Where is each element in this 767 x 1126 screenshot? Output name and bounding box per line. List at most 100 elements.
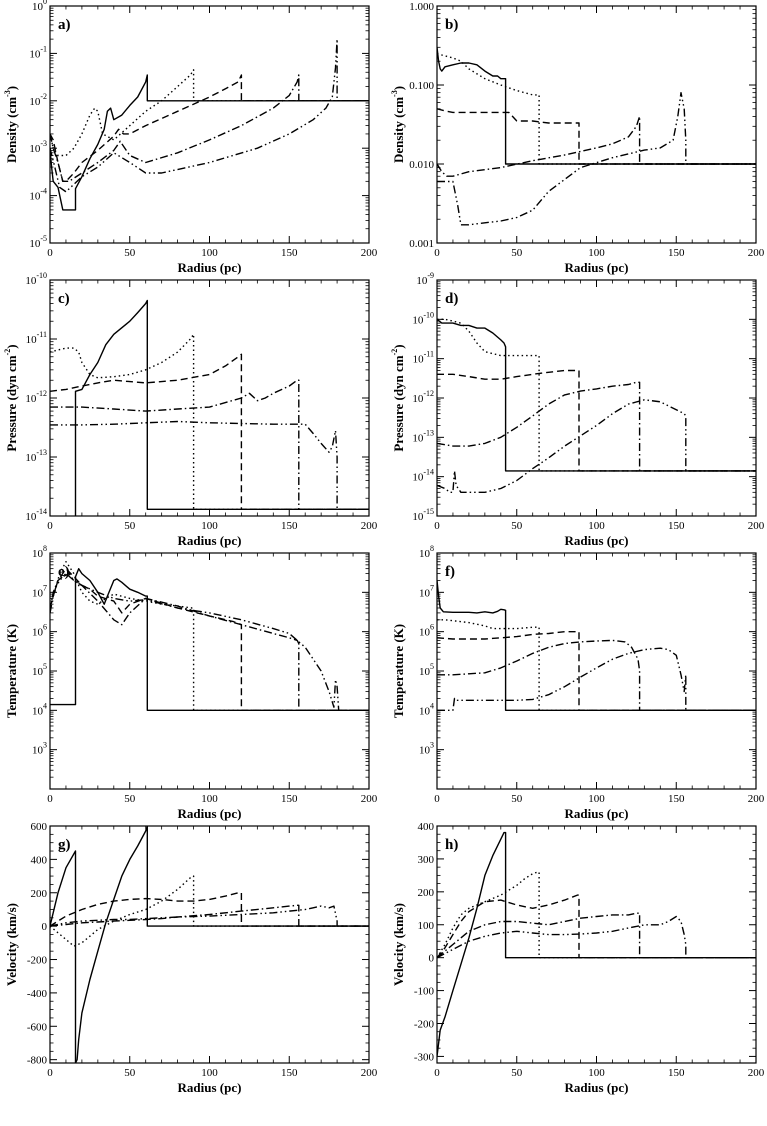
y-tick-label: 10-13: [412, 428, 434, 444]
x-tick-label: 150: [668, 1067, 685, 1079]
x-tick-label: 0: [47, 793, 53, 805]
y-axis-label: Velocity (km/s): [391, 903, 406, 986]
x-tick-label: 0: [434, 247, 440, 259]
y-tick-label: 108: [32, 544, 47, 560]
series-line-dashdotdot: [437, 915, 756, 959]
series-line-dashdotdot: [50, 38, 369, 193]
plot-frame: [49, 5, 370, 244]
y-tick-label: 1.000: [409, 1, 434, 13]
x-tick-label: 50: [124, 247, 136, 259]
x-tick-label: 100: [588, 1067, 605, 1079]
x-tick-label: 200: [361, 520, 378, 532]
y-tick-label: 10-10: [412, 310, 434, 326]
series-line-dashed: [50, 892, 369, 927]
series-line-dashed: [437, 108, 756, 165]
panel-label: f): [445, 564, 455, 580]
x-tick-label: 150: [281, 520, 298, 532]
x-axis-label: Radius (pc): [565, 533, 629, 548]
series-line-solid: [74, 299, 369, 516]
x-tick-label: 150: [668, 793, 685, 805]
y-tick-label: -200: [27, 955, 48, 967]
plot-frame: [436, 5, 757, 244]
x-tick-label: 0: [47, 247, 53, 259]
y-tick-label: 10-15: [412, 507, 434, 523]
x-axis-label: Radius (pc): [178, 533, 242, 548]
series-line-solid: [437, 831, 756, 1057]
x-tick-label: 0: [47, 1067, 53, 1079]
x-tick-label: 200: [361, 793, 378, 805]
series-line-dashdot: [50, 379, 369, 510]
y-tick-label: 10-13: [25, 448, 47, 464]
series-line-solid: [50, 568, 369, 711]
panel-g: 0 50 100 150 200 -800 -600 -400 -200 0 200 400 600 Ra…: [4, 821, 378, 1095]
series-group: [437, 831, 756, 1057]
series-line-dashdotdot: [437, 91, 756, 226]
series-line-dashdot: [437, 115, 756, 177]
y-axis-label: Pressure (dyn cm-2): [3, 344, 19, 451]
panel-label: g): [58, 837, 71, 853]
series-line-solid: [50, 826, 369, 1063]
series-line-dotted: [437, 52, 756, 165]
y-tick-label: 10-11: [26, 330, 47, 346]
x-tick-label: 100: [201, 247, 218, 259]
y-tick-label: -400: [27, 988, 48, 1000]
series-group: [437, 318, 756, 493]
x-tick-label: 150: [281, 247, 298, 259]
x-tick-label: 200: [361, 247, 378, 259]
series-line-dashdotdot: [437, 399, 756, 493]
panel-label: a): [58, 17, 71, 33]
series-line-dotted: [50, 875, 369, 947]
panel-label: h): [445, 837, 458, 853]
y-tick-label: 103: [32, 741, 47, 757]
series-line-solid: [50, 74, 369, 211]
series-group: [50, 38, 369, 211]
panel-f: 0 50 100 150 200 103 104 105 106 107 108 Radius (pc…: [391, 544, 765, 821]
y-tick-label: 400: [31, 854, 48, 866]
x-tick-label: 50: [511, 793, 523, 805]
y-tick-label: 10-3: [29, 139, 47, 155]
x-tick-label: 100: [201, 1067, 218, 1079]
y-tick-label: 106: [32, 623, 47, 639]
y-tick-label: 107: [419, 583, 434, 599]
series-line-dashdot: [50, 74, 369, 183]
x-tick-label: 200: [748, 1067, 765, 1079]
x-tick-label: 50: [124, 793, 136, 805]
series-line-dashed: [50, 568, 369, 711]
y-tick-label: 103: [419, 741, 434, 757]
panel-label: d): [445, 291, 458, 307]
series-line-dashdotdot: [50, 572, 369, 711]
y-tick-label: 10-9: [416, 271, 434, 287]
y-tick-label: 600: [31, 821, 48, 833]
series-line-dashed: [437, 894, 756, 959]
series-group: [50, 561, 369, 711]
x-tick-label: 200: [361, 1067, 378, 1079]
y-axis-label: Velocity (km/s): [4, 903, 19, 986]
series-line-dashdotdot: [50, 905, 369, 927]
x-axis-label: Radius (pc): [178, 260, 242, 275]
series-group: [50, 826, 369, 1063]
x-tick-label: 100: [201, 793, 218, 805]
series-line-dotted: [50, 333, 369, 510]
y-tick-label: 105: [32, 662, 47, 678]
y-tick-label: 107: [32, 583, 47, 599]
y-tick-label: 200: [31, 888, 48, 900]
y-axis-label: Pressure (dyn cm-2): [390, 344, 406, 451]
series-line-dashdotdot: [50, 420, 369, 510]
series-line-dotted: [50, 561, 369, 711]
series-line-dotted: [437, 871, 756, 959]
x-axis-label: Radius (pc): [178, 806, 242, 821]
x-tick-label: 100: [588, 793, 605, 805]
y-tick-label: 104: [32, 701, 47, 717]
series-line-dashdot: [437, 639, 756, 711]
y-tick-label: -200: [414, 1019, 435, 1031]
plot-frame: [436, 279, 757, 517]
x-tick-label: 100: [201, 520, 218, 532]
plot-frame: [49, 825, 370, 1064]
y-tick-label: 0: [429, 953, 435, 965]
x-tick-label: 0: [47, 520, 53, 532]
series-line-solid: [437, 580, 756, 711]
plot-frame: [49, 279, 370, 517]
panel-label: c): [58, 291, 70, 307]
y-tick-label: 300: [418, 854, 435, 866]
y-axis-label: Density (cm-3): [3, 86, 19, 163]
